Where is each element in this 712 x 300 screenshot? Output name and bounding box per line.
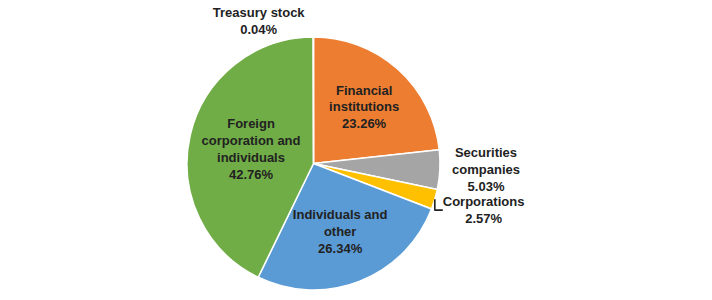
svg-text:Corporations2.57%: Corporations2.57% xyxy=(443,194,525,226)
svg-text:Foreigncorporation andindividu: Foreigncorporation andindividuals42.76% xyxy=(202,116,301,182)
svg-text:Treasury stock0.04%: Treasury stock0.04% xyxy=(213,5,306,37)
svg-text:Financialinstitutions23.26%: Financialinstitutions23.26% xyxy=(329,83,399,132)
svg-text:Securitiescompanies5.03%: Securitiescompanies5.03% xyxy=(452,145,520,194)
svg-text:Individuals andother26.34%: Individuals andother26.34% xyxy=(293,207,388,256)
